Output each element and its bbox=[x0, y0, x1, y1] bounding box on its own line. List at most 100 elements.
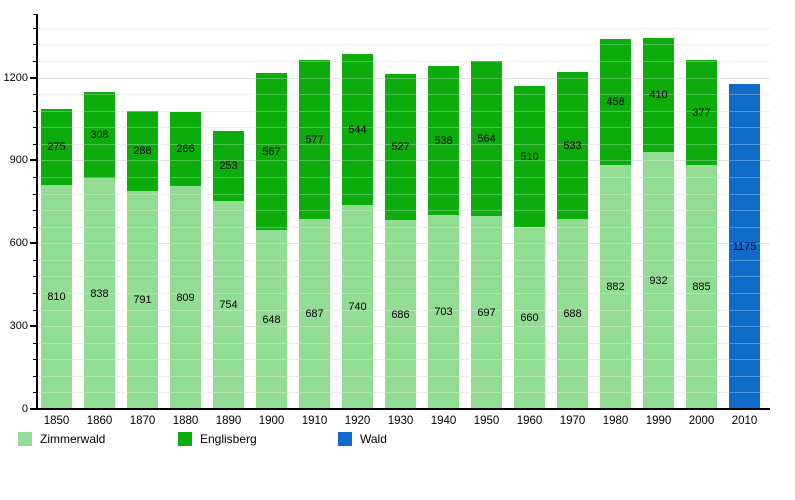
x-tick-label: 1940 bbox=[430, 415, 457, 427]
gridline-minor bbox=[38, 44, 770, 45]
y-major-tick bbox=[30, 77, 37, 79]
bar-segment-englisberg bbox=[686, 60, 717, 165]
bar-segment-englisberg bbox=[256, 73, 287, 230]
gridline-overlay bbox=[38, 210, 770, 211]
gridline-overlay bbox=[38, 28, 770, 29]
bar-segment-englisberg bbox=[643, 38, 674, 152]
bar-segment-englisberg bbox=[170, 112, 201, 186]
bar-value-label: 377 bbox=[692, 107, 711, 119]
x-tick-label: 1980 bbox=[602, 415, 629, 427]
bar-value-label: 648 bbox=[262, 314, 281, 326]
bar-segment-englisberg bbox=[600, 39, 631, 165]
bar-value-label: 882 bbox=[606, 281, 625, 293]
gridline-overlay bbox=[38, 144, 770, 145]
gridline-overlay bbox=[38, 376, 770, 377]
bar-segment-englisberg bbox=[471, 61, 502, 216]
bar-value-label: 538 bbox=[434, 135, 453, 147]
y-minor-tick bbox=[33, 392, 37, 393]
y-tick-label: 1200 bbox=[3, 72, 28, 84]
gridline-minor bbox=[38, 61, 770, 62]
bar-segment-zimmerwald bbox=[41, 185, 72, 409]
x-tick-label: 1960 bbox=[516, 415, 543, 427]
x-tick-label: 2010 bbox=[731, 415, 758, 427]
bar-segment-englisberg bbox=[385, 74, 416, 220]
gridline-overlay bbox=[38, 392, 770, 393]
bar-segment-zimmerwald bbox=[428, 215, 459, 409]
y-tick-label: 0 bbox=[21, 403, 28, 415]
x-tick-label: 1990 bbox=[645, 415, 672, 427]
bar-segment-englisberg bbox=[557, 72, 588, 219]
gridline-overlay bbox=[38, 177, 770, 178]
bar-value-label: 810 bbox=[47, 291, 66, 303]
bar-value-label: 533 bbox=[563, 140, 582, 152]
y-minor-tick bbox=[33, 44, 37, 45]
bar-value-label: 932 bbox=[649, 275, 668, 287]
bar-value-label: 687 bbox=[305, 308, 324, 320]
gridline-overlay bbox=[38, 111, 770, 112]
gridline-overlay bbox=[38, 326, 770, 327]
x-tick-label: 1850 bbox=[43, 415, 70, 427]
bar-value-label: 564 bbox=[477, 133, 496, 145]
y-minor-tick bbox=[33, 210, 37, 211]
gridline-overlay bbox=[38, 78, 770, 79]
bar-value-label: 1175 bbox=[732, 241, 757, 253]
gridline-overlay bbox=[38, 260, 770, 261]
y-axis-line bbox=[36, 14, 38, 409]
bar-value-label: 577 bbox=[305, 134, 324, 146]
gridline-overlay bbox=[38, 310, 770, 311]
x-tick-label: 1930 bbox=[387, 415, 414, 427]
bar-value-label: 253 bbox=[219, 160, 238, 172]
x-tick-label: 2000 bbox=[688, 415, 715, 427]
y-minor-tick bbox=[33, 177, 37, 178]
bar-segment-zimmerwald bbox=[84, 178, 115, 409]
bar-segment-englisberg bbox=[213, 131, 244, 201]
y-minor-tick bbox=[33, 111, 37, 112]
gridline-minor bbox=[38, 28, 770, 29]
y-minor-tick bbox=[33, 194, 37, 195]
bar-segment-zimmerwald bbox=[342, 205, 373, 409]
y-minor-tick bbox=[33, 260, 37, 261]
bar-segment-englisberg bbox=[428, 66, 459, 215]
gridline-overlay bbox=[38, 227, 770, 228]
bar-segment-zimmerwald bbox=[643, 152, 674, 409]
y-minor-tick bbox=[33, 343, 37, 344]
bar-value-label: 754 bbox=[219, 299, 238, 311]
bar-segment-englisberg bbox=[41, 109, 72, 185]
x-tick-label: 1860 bbox=[86, 415, 113, 427]
y-minor-tick bbox=[33, 276, 37, 277]
bar-segment-englisberg bbox=[127, 111, 158, 191]
bar-segment-zimmerwald bbox=[170, 186, 201, 409]
bar-value-label: 660 bbox=[520, 312, 539, 324]
y-tick-label: 600 bbox=[9, 237, 28, 249]
bar-value-label: 838 bbox=[90, 288, 109, 300]
y-minor-tick bbox=[33, 61, 37, 62]
x-tick-label: 1900 bbox=[258, 415, 285, 427]
bar-segment-englisberg bbox=[342, 54, 373, 205]
x-axis-line bbox=[30, 408, 770, 410]
y-minor-tick bbox=[33, 127, 37, 128]
legend-label-wald: Wald bbox=[360, 432, 387, 446]
bar-segment-zimmerwald bbox=[600, 165, 631, 409]
bar-value-label: 308 bbox=[90, 129, 109, 141]
bar-segment-zimmerwald bbox=[557, 219, 588, 409]
y-major-tick bbox=[30, 242, 37, 244]
y-tick-label: 900 bbox=[9, 154, 28, 166]
x-tick-label: 1950 bbox=[473, 415, 500, 427]
bar-segment-zimmerwald bbox=[256, 230, 287, 409]
gridline-overlay bbox=[38, 276, 770, 277]
y-minor-tick bbox=[33, 28, 37, 29]
bar-segment-zimmerwald bbox=[213, 201, 244, 409]
bar-value-label: 567 bbox=[262, 146, 281, 158]
x-tick-label: 1920 bbox=[344, 415, 371, 427]
bar-value-label: 688 bbox=[563, 308, 582, 320]
x-tick-label: 1870 bbox=[129, 415, 156, 427]
y-minor-tick bbox=[33, 227, 37, 228]
bar-segment-zimmerwald bbox=[127, 191, 158, 409]
legend-label-zimmerwald: Zimmerwald bbox=[40, 432, 106, 446]
bar-value-label: 791 bbox=[133, 294, 152, 306]
bar-segment-englisberg bbox=[299, 60, 330, 219]
bar-value-label: 885 bbox=[692, 281, 711, 293]
bar-value-label: 288 bbox=[133, 145, 152, 157]
bar-value-label: 458 bbox=[606, 96, 625, 108]
